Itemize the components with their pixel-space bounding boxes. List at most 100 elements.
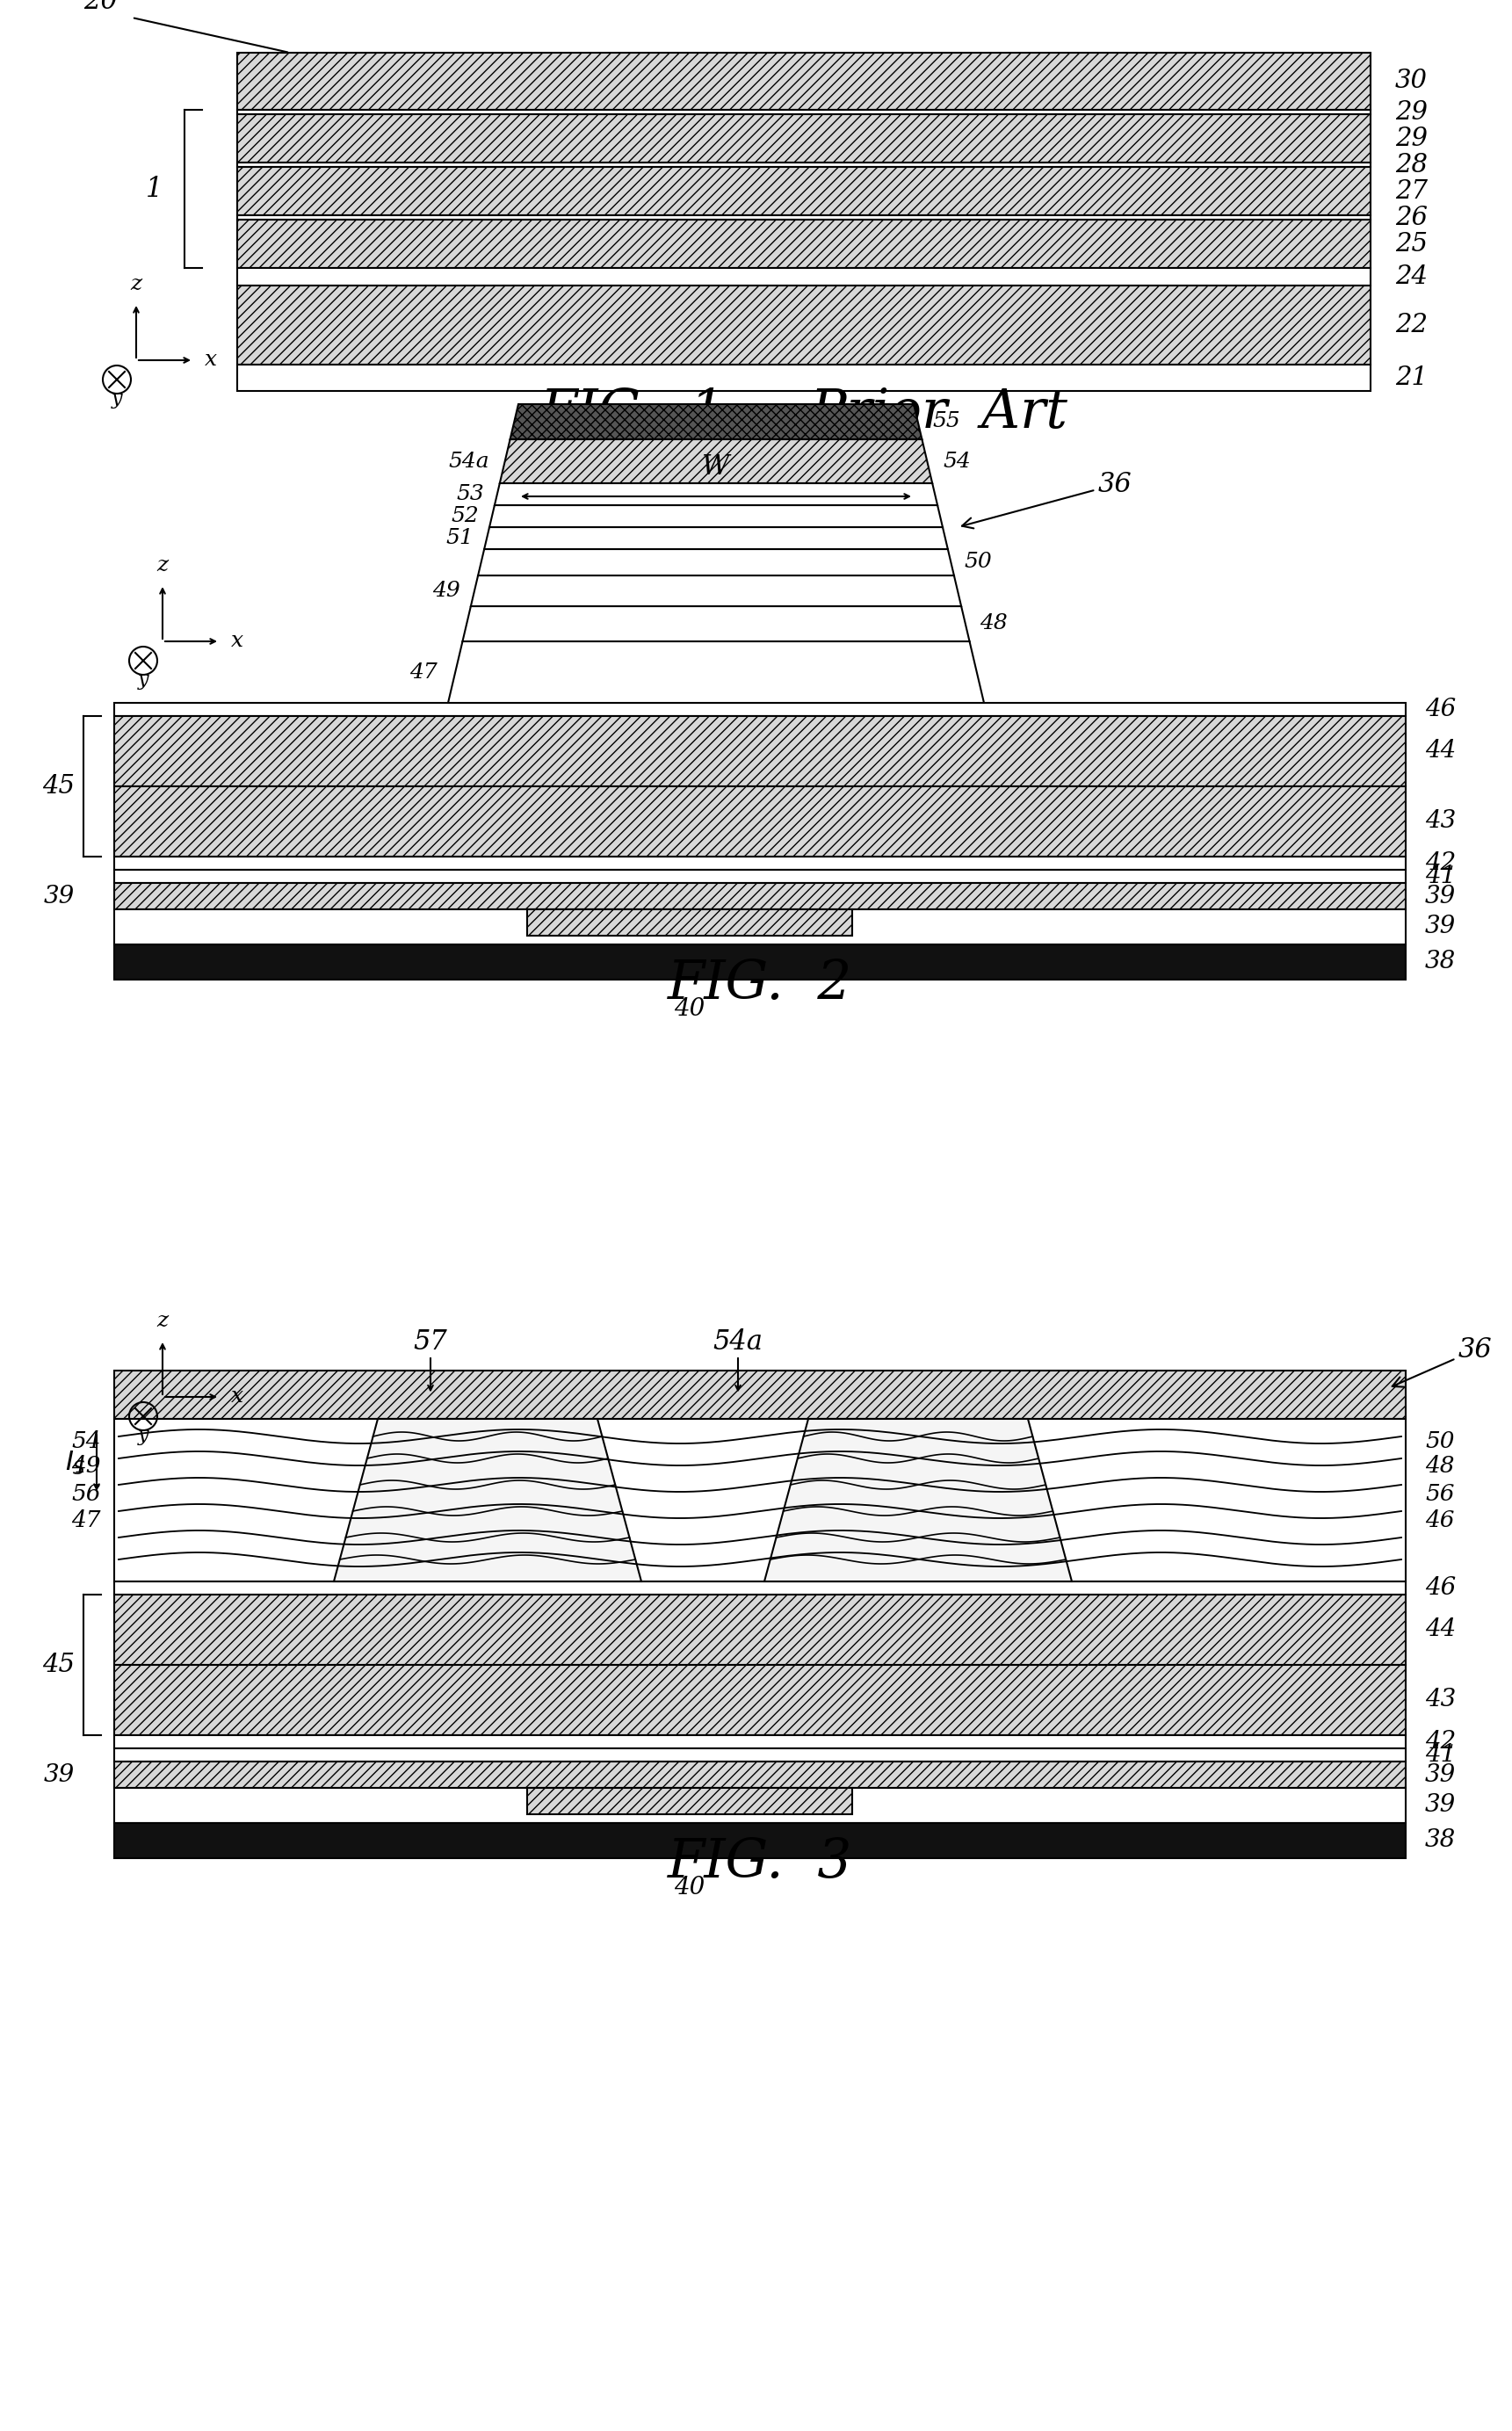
- Text: 50: 50: [1424, 1429, 1455, 1451]
- Text: 41: 41: [1424, 865, 1456, 887]
- Text: 40: 40: [674, 1877, 705, 1899]
- Polygon shape: [510, 404, 922, 440]
- Bar: [115, 1595, 1406, 1665]
- Text: 36: 36: [962, 472, 1132, 528]
- Bar: [115, 1665, 1406, 1736]
- Text: z: z: [130, 275, 142, 294]
- Text: $I_S$: $I_S$: [65, 1449, 86, 1476]
- Text: 51: 51: [446, 528, 473, 549]
- Bar: [115, 882, 1406, 909]
- Bar: [237, 168, 1370, 216]
- Text: 39: 39: [1424, 885, 1456, 909]
- Bar: [115, 946, 1406, 980]
- Bar: [115, 1762, 1406, 1787]
- Text: 54a: 54a: [714, 1327, 764, 1356]
- Polygon shape: [490, 506, 942, 528]
- Text: 55: 55: [933, 411, 960, 433]
- Bar: [115, 909, 1406, 946]
- Bar: [115, 785, 1406, 856]
- Text: z: z: [157, 554, 168, 576]
- Text: y: y: [138, 1427, 148, 1446]
- Bar: [115, 1736, 1406, 1748]
- Text: 40: 40: [674, 997, 705, 1021]
- Text: y: y: [138, 671, 148, 690]
- Text: 41: 41: [1424, 1743, 1456, 1767]
- Text: 26: 26: [1396, 204, 1427, 231]
- Polygon shape: [478, 549, 954, 576]
- Text: 49: 49: [71, 1454, 101, 1476]
- Bar: [237, 219, 1370, 267]
- Bar: [115, 1823, 1406, 1857]
- Polygon shape: [494, 484, 937, 506]
- Text: 45: 45: [42, 773, 74, 800]
- Text: 39: 39: [1424, 914, 1456, 938]
- Text: 39: 39: [44, 1762, 74, 1787]
- Text: FIG.  1  -  Prior  Art: FIG. 1 - Prior Art: [540, 387, 1067, 440]
- Text: 54: 54: [71, 1429, 101, 1451]
- Bar: [115, 1420, 1406, 1583]
- Text: 56: 56: [1424, 1483, 1455, 1505]
- Text: 46: 46: [1424, 1510, 1455, 1532]
- Text: 47: 47: [71, 1510, 101, 1532]
- Text: 1: 1: [145, 175, 162, 202]
- Text: 49: 49: [432, 581, 460, 600]
- Text: 28: 28: [1396, 153, 1427, 177]
- Text: 29: 29: [1396, 126, 1427, 151]
- Text: x: x: [231, 1386, 243, 1408]
- Text: 38: 38: [1424, 951, 1456, 975]
- Text: 29: 29: [1396, 100, 1427, 124]
- Bar: [237, 163, 1370, 168]
- Text: 38: 38: [1424, 1828, 1456, 1852]
- Text: 20: 20: [83, 0, 118, 15]
- Polygon shape: [484, 528, 948, 549]
- Bar: [528, 909, 853, 936]
- Polygon shape: [765, 1420, 1072, 1583]
- Text: 30: 30: [1396, 68, 1427, 92]
- Text: 50: 50: [965, 552, 992, 571]
- Bar: [237, 109, 1370, 114]
- Bar: [237, 216, 1370, 219]
- Polygon shape: [470, 576, 962, 605]
- Text: 48: 48: [980, 613, 1009, 634]
- Text: x: x: [204, 350, 218, 370]
- Bar: [115, 1748, 1406, 1762]
- Text: 45: 45: [42, 1653, 74, 1677]
- Text: 53: 53: [457, 484, 484, 503]
- Bar: [115, 856, 1406, 870]
- Text: 39: 39: [1424, 1762, 1456, 1787]
- Text: 39: 39: [1424, 1794, 1456, 1818]
- Bar: [115, 1787, 1406, 1823]
- Text: W: W: [702, 452, 730, 481]
- Text: 43: 43: [1424, 810, 1456, 834]
- Bar: [237, 114, 1370, 163]
- Text: 44: 44: [1424, 1619, 1456, 1641]
- Bar: [237, 53, 1370, 109]
- Bar: [115, 1371, 1406, 1420]
- Bar: [237, 365, 1370, 391]
- Text: z: z: [157, 1310, 168, 1332]
- Text: FIG.  2: FIG. 2: [668, 958, 853, 1011]
- Text: 44: 44: [1424, 739, 1456, 763]
- Text: 43: 43: [1424, 1687, 1456, 1711]
- Text: 27: 27: [1396, 180, 1427, 204]
- Text: 47: 47: [410, 661, 437, 683]
- Text: 25: 25: [1396, 231, 1427, 255]
- Text: 57: 57: [413, 1327, 448, 1356]
- Bar: [237, 284, 1370, 365]
- Polygon shape: [463, 605, 969, 642]
- Text: 56: 56: [71, 1483, 101, 1505]
- Polygon shape: [334, 1420, 641, 1583]
- Bar: [115, 870, 1406, 882]
- Text: 22: 22: [1396, 314, 1427, 338]
- Text: x: x: [231, 632, 243, 652]
- Text: 36: 36: [1393, 1337, 1492, 1388]
- Text: 54: 54: [943, 452, 971, 472]
- Text: 42: 42: [1424, 851, 1456, 875]
- Bar: [115, 717, 1406, 785]
- Text: 39: 39: [44, 885, 74, 909]
- Text: 46: 46: [1424, 1575, 1456, 1600]
- Text: 52: 52: [451, 506, 479, 525]
- Polygon shape: [448, 642, 984, 703]
- Bar: [115, 703, 1406, 717]
- Text: y: y: [112, 389, 122, 408]
